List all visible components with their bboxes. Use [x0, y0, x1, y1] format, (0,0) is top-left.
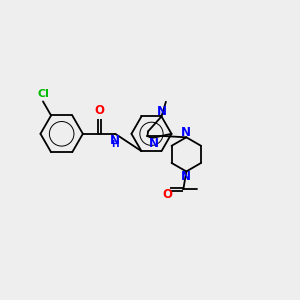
Text: N: N: [181, 125, 191, 139]
Text: O: O: [162, 188, 172, 201]
Text: Cl: Cl: [37, 89, 49, 99]
Text: N: N: [181, 170, 191, 183]
Text: N: N: [158, 105, 167, 118]
Text: H: H: [111, 140, 119, 149]
Text: O: O: [94, 104, 104, 117]
Text: N: N: [148, 137, 158, 150]
Text: N: N: [110, 134, 120, 147]
